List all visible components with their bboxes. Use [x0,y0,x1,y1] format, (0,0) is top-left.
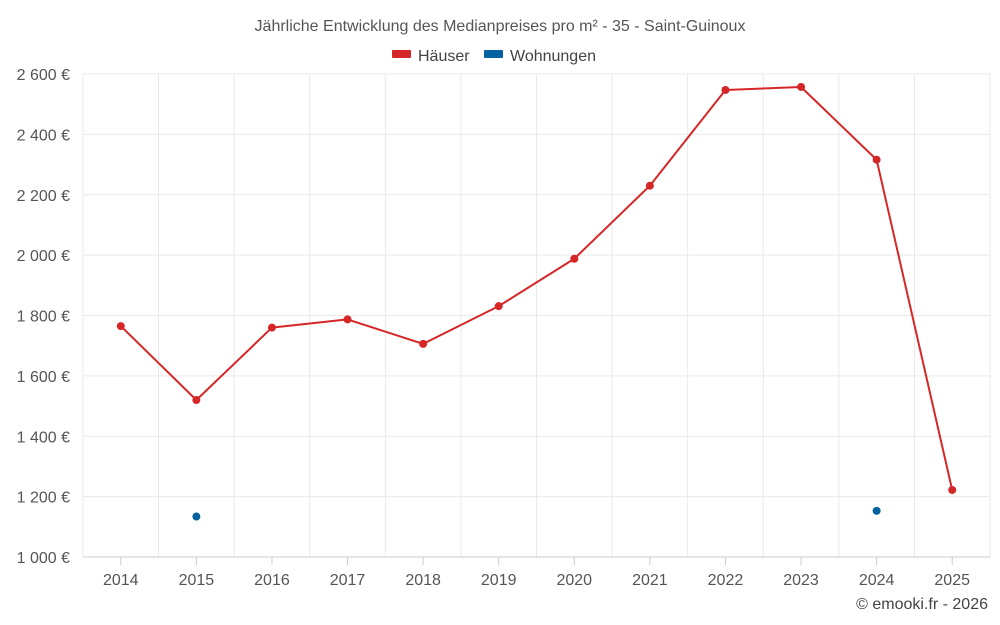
x-tick-label: 2015 [179,572,215,589]
data-point[interactable] [192,512,201,521]
axes: 1 000 € 1 200 € 1 400 € 1 600 € 1 800 € 2 000… [17,67,990,589]
x-tick-label: 2021 [632,572,668,589]
data-point[interactable] [192,396,201,405]
x-tick-label: 2014 [103,572,139,589]
legend-item-wohnungen[interactable]: Wohnungen [484,48,596,65]
data-point[interactable] [419,339,428,348]
plot-area [116,82,957,521]
series-line [120,85,954,491]
x-tick-label: 2024 [859,572,895,589]
y-tick-label: 2 000 € [17,248,70,265]
series-0 [116,82,957,494]
data-point[interactable] [343,315,352,324]
y-tick-label: 1 200 € [17,490,70,507]
data-point[interactable] [721,85,730,94]
x-tick-label: 2016 [254,572,290,589]
data-point[interactable] [116,322,125,331]
legend-item-haeuser[interactable]: Häuser [392,48,470,65]
x-tick-label: 2019 [481,572,517,589]
x-tick-label: 2018 [405,572,441,589]
x-tick-label: 2017 [330,572,366,589]
legend: Häuser Wohnungen [392,48,596,65]
y-tick-label: 1 800 € [17,309,70,326]
data-point[interactable] [872,155,881,164]
x-tick-label: 2025 [934,572,970,589]
x-tick-label: 2023 [783,572,819,589]
gridlines [82,73,991,557]
y-tick-label: 1 400 € [17,429,70,446]
legend-label-haeuser: Häuser [418,48,470,65]
y-tick-label: 1 000 € [17,550,70,567]
legend-swatch-wohnungen [484,50,503,58]
data-point[interactable] [494,302,503,311]
data-point[interactable] [948,485,957,494]
legend-swatch-haeuser [392,50,411,58]
chart-title: Jährliche Entwicklung des Medianpreises … [255,18,746,35]
x-tick-label: 2022 [708,572,744,589]
series-1 [192,506,881,521]
data-point[interactable] [797,82,806,91]
data-point[interactable] [267,323,276,332]
x-tick-label: 2020 [556,572,592,589]
y-tick-label: 2 400 € [17,127,70,144]
y-tick-label: 1 600 € [17,369,70,386]
y-tick-label: 2 600 € [17,67,70,84]
data-point[interactable] [645,181,654,190]
y-tick-label: 2 200 € [17,188,70,205]
data-point[interactable] [570,254,579,263]
legend-label-wohnungen: Wohnungen [510,48,596,65]
credit-text: © emooki.fr - 2026 [856,596,988,613]
data-point[interactable] [872,506,881,515]
